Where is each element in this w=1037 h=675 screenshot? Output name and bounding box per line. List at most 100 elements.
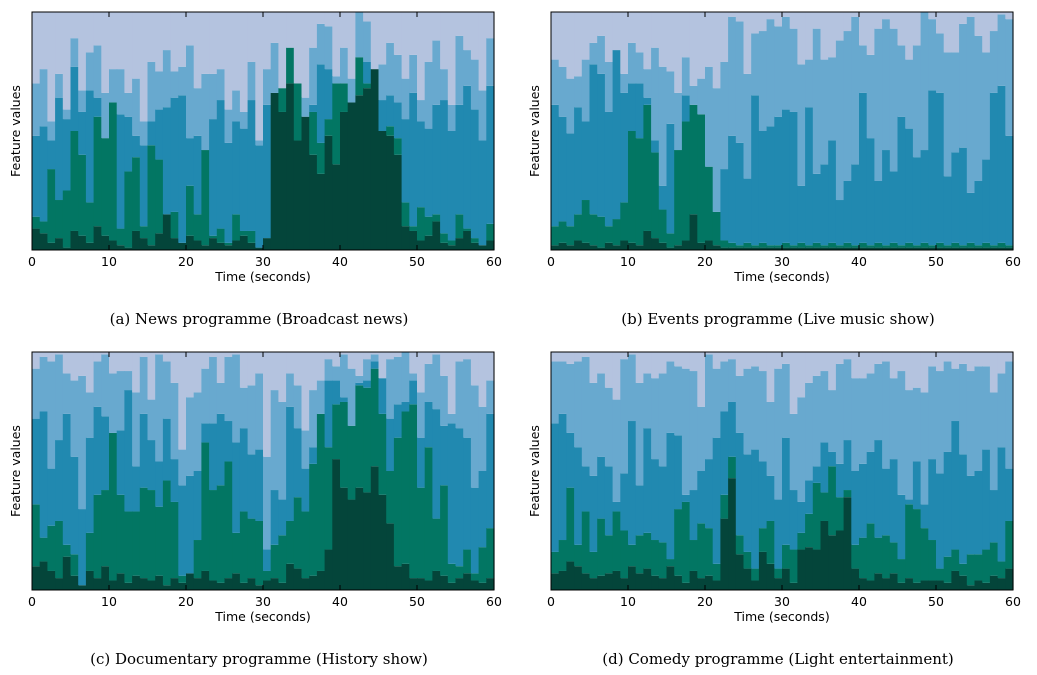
- stack-bar-layer-3: [78, 111, 87, 155]
- stack-bar-layer-4: [347, 78, 356, 103]
- stack-bar-layer-4: [47, 121, 56, 141]
- stack-bar-layer-top: [178, 352, 187, 450]
- stack-bar-layer-3: [574, 447, 583, 545]
- stack-bar-layer-2: [455, 566, 464, 579]
- stack-bar-layer-4: [843, 31, 852, 181]
- stack-bar-layer-2: [566, 487, 575, 562]
- stack-bar-layer-2: [363, 83, 372, 89]
- stack-bar-layer-2: [278, 535, 287, 583]
- stack-bar-layer-top: [209, 352, 218, 357]
- stack-bar-layer-2: [820, 492, 829, 521]
- stack-bar-layer-2: [566, 226, 575, 246]
- stack-bar-layer-top: [797, 352, 806, 398]
- stack-bar-layer-3: [766, 126, 775, 246]
- stack-bar-layer-1: [558, 570, 567, 590]
- stack-bar-layer-3: [720, 411, 729, 495]
- stack-bar-layer-3: [409, 380, 418, 405]
- stack-bar-layer-4: [93, 45, 102, 98]
- stack-bar-layer-3: [651, 459, 660, 541]
- stack-bar-layer-3: [835, 463, 845, 498]
- stack-bar-layer-top: [912, 352, 922, 388]
- stack-bar-layer-1: [116, 245, 125, 250]
- stack-bar-layer-3: [332, 380, 341, 405]
- stack-bar-layer-1: [574, 566, 583, 590]
- stack-bar-layer-2: [55, 520, 64, 579]
- stack-bar-layer-2: [62, 544, 72, 557]
- stack-bar-layer-3: [966, 475, 976, 555]
- stack-bar-layer-1: [728, 478, 737, 590]
- stack-bar-layer-4: [216, 382, 226, 414]
- stack-bar-layer-4: [689, 371, 698, 491]
- stack-bar-layer-3: [597, 456, 606, 519]
- stack-bar-layer-1: [270, 92, 279, 250]
- stack-bar-layer-top: [378, 352, 387, 379]
- stack-bar-layer-2: [604, 535, 614, 574]
- stack-bar-layer-4: [982, 366, 991, 450]
- stack-bar-layer-top: [951, 12, 960, 53]
- stack-bar-layer-1: [551, 573, 560, 590]
- stack-bar-layer-2: [612, 511, 621, 571]
- stack-bar-layer-top: [170, 352, 179, 383]
- stack-bar-layer-top: [355, 352, 364, 376]
- stack-bar-layer-4: [78, 90, 87, 112]
- stack-bar-layer-3: [712, 437, 721, 564]
- stack-bar-layer-4: [340, 354, 349, 398]
- stack-bar-layer-4: [47, 361, 56, 469]
- stack-bar-layer-3: [417, 121, 426, 208]
- stack-bar-layer-2: [835, 497, 845, 531]
- stack-bar-layer-top: [124, 352, 133, 372]
- stack-bar-layer-2: [735, 245, 745, 248]
- stack-bar-layer-1: [905, 247, 914, 250]
- stack-bar-layer-4: [874, 363, 883, 441]
- stack-bar-layer-top: [270, 12, 279, 43]
- stack-bar-layer-3: [805, 480, 814, 514]
- stack-bar-layer-4: [78, 375, 87, 510]
- stack-bar-layer-4: [728, 16, 737, 136]
- x-tick-label: 30: [255, 594, 271, 609]
- stack-bar-layer-1: [447, 245, 457, 250]
- stack-bar-layer-3: [920, 150, 929, 243]
- stack-bar-layer-3: [758, 461, 768, 529]
- stack-bar-layer-1: [324, 549, 333, 590]
- stack-bar-layer-4: [486, 38, 495, 86]
- stack-bar-layer-1: [889, 573, 899, 590]
- stack-bar-layer-top: [751, 352, 760, 367]
- stack-bar-layer-1: [835, 247, 845, 250]
- stack-bar-layer-4: [39, 69, 48, 127]
- stack-bar-layer-2: [912, 509, 922, 583]
- stack-bar-layer-3: [324, 380, 333, 448]
- stack-bar-layer-3: [417, 437, 426, 488]
- stack-bar-layer-3: [789, 111, 798, 246]
- stack-bar-layer-2: [758, 528, 768, 552]
- stack-bar-layer-top: [386, 352, 395, 360]
- stack-bar-layer-top: [1005, 352, 1014, 362]
- stack-bar-layer-3: [239, 128, 249, 231]
- stack-bar-layer-1: [581, 573, 591, 590]
- stack-bar-layer-2: [620, 530, 629, 579]
- stack-bar-layer-4: [743, 368, 752, 455]
- stack-bar-layer-4: [635, 382, 644, 486]
- stack-bar-layer-4: [340, 47, 349, 84]
- stack-bar-layer-3: [843, 440, 852, 491]
- y-axis-label: Feature values: [8, 85, 23, 177]
- stack-bar-layer-top: [478, 352, 487, 407]
- stack-bar-layer-2: [132, 157, 141, 231]
- stack-bar-layer-4: [604, 61, 614, 112]
- stack-bar-layer-top: [974, 12, 983, 36]
- stack-bar-layer-1: [247, 578, 256, 590]
- stack-bar-layer-2: [193, 540, 202, 579]
- stack-bar-layer-4: [859, 378, 868, 464]
- stack-bar-layer-3: [216, 100, 226, 229]
- stack-bar-layer-4: [170, 71, 179, 98]
- stack-bar-layer-4: [386, 359, 395, 419]
- stack-bar-layer-top: [789, 12, 798, 29]
- stack-bar-layer-4: [681, 57, 691, 96]
- stack-bar-layer-1: [720, 518, 729, 590]
- x-tick-label: 10: [101, 254, 117, 269]
- stack-bar-layer-top: [332, 352, 341, 367]
- stack-bar-layer-1: [597, 575, 606, 590]
- stack-bar-layer-3: [155, 461, 164, 507]
- stack-bar-layer-4: [409, 54, 418, 93]
- stack-bar-layer-top: [293, 12, 303, 84]
- stack-bar-layer-2: [789, 549, 798, 583]
